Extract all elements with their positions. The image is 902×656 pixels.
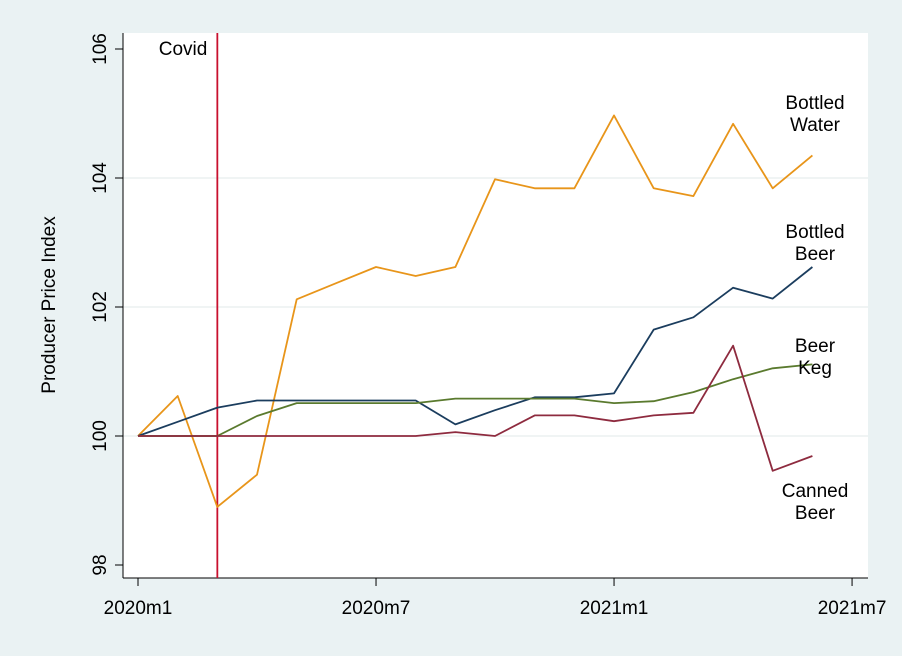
x-tick-label: 2021m7 [818,598,887,619]
series-line [137,266,813,437]
x-tick-label: 2020m1 [104,598,173,619]
series-line [137,114,813,508]
series-label: Canned Beer [782,481,849,524]
series-line [138,363,813,437]
series-line [138,344,813,472]
y-tick-label: 102 [90,291,111,323]
y-tick-label: 100 [90,420,111,452]
plot-area [123,33,868,578]
series-label: Bottled Beer [785,222,844,265]
x-axis-ticks: 2020m1 2020m7 2021m1 2021m7 [104,578,887,619]
series-label: Bottled Water [785,93,844,136]
y-tick-label: 106 [90,33,111,65]
series-lines [137,114,813,508]
y-axis-title: Producer Price Index [39,216,60,394]
x-tick-label: 2020m7 [342,598,411,619]
y-axis-ticks: 98 100 102 104 106 [90,33,123,576]
y-tick-label: 98 [90,554,111,575]
y-tick-label: 104 [90,162,111,194]
annotation-label: Covid [159,39,208,60]
x-tick-label: 2021m1 [580,598,649,619]
annotations: Covid [159,33,219,578]
series-label: Beer Keg [795,336,836,379]
series-labels: Bottled Water Bottled Beer Beer Keg Canned Beer [782,93,849,524]
